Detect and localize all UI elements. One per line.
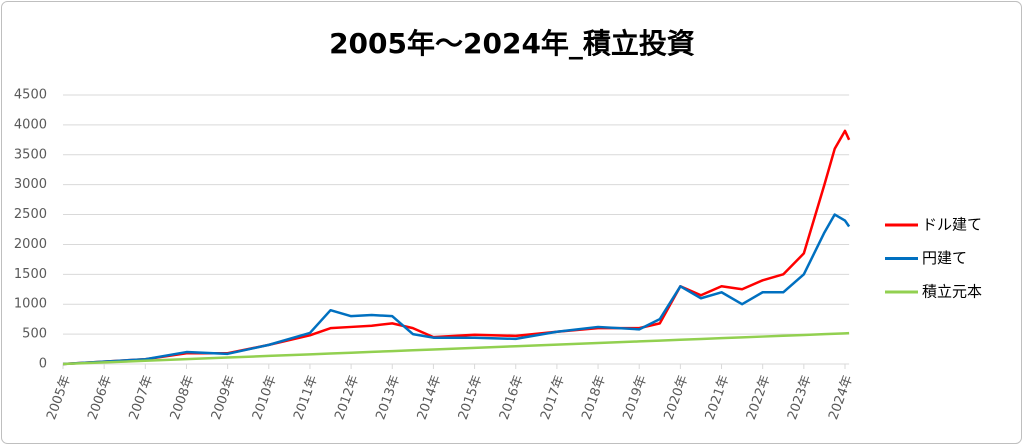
y-tick-label: 3500	[14, 147, 47, 162]
legend-label: ドル建て	[922, 216, 982, 234]
y-tick-label: 1500	[14, 267, 47, 282]
y-tick-label: 4000	[14, 117, 47, 132]
chart-title: 2005年～2024年_積立投資	[329, 27, 695, 60]
line-series	[62, 213, 851, 366]
y-tick-label: 1000	[14, 297, 47, 312]
y-tick-label: 2000	[14, 237, 47, 252]
y-tick-label: 0	[39, 357, 47, 372]
legend-label: 円建て	[922, 249, 967, 267]
y-tick-label: 500	[22, 327, 47, 342]
y-tick-label: 3000	[14, 177, 47, 192]
y-tick-label: 4500	[14, 88, 47, 103]
y-tick-label: 2500	[14, 207, 47, 222]
line-series	[62, 331, 850, 366]
legend-label: 積立元本	[922, 283, 982, 301]
